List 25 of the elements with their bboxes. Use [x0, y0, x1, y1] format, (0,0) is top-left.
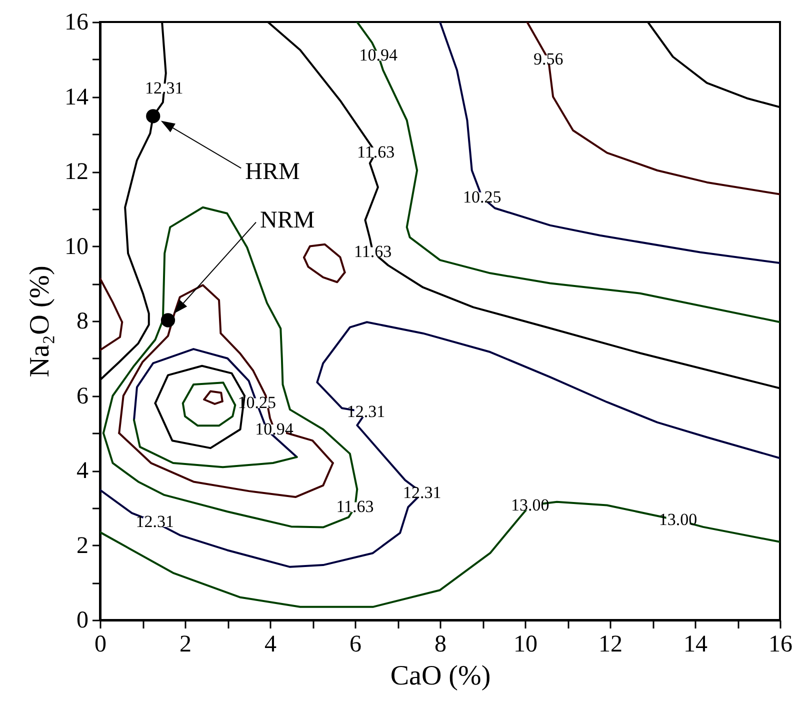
y-tick-label: 2 [76, 532, 88, 559]
y-tick-label: 6 [76, 383, 88, 410]
y-tick-label: 16 [64, 10, 88, 36]
x-tick-label: 4 [264, 632, 276, 658]
annotation: 12.31 [403, 482, 442, 502]
x-tick-label: 12 [598, 632, 622, 658]
text: NRM [260, 207, 315, 234]
x-tick-label: 8 [434, 632, 446, 658]
y-tick-label: 12 [64, 159, 88, 185]
text: HRM [245, 159, 300, 186]
y-tick-label: 8 [76, 308, 88, 334]
x-tick-label: 16 [768, 632, 792, 658]
annotation: 12.31 [346, 402, 386, 422]
x-axis-title: CaO (%) [390, 660, 491, 692]
x-tick-label: 10 [514, 632, 538, 658]
y-axis-title: Na₂O (%) [24, 266, 56, 378]
x-tick-label: 6 [350, 632, 362, 658]
y-tick-label: 4 [76, 458, 88, 484]
annotation: 12.31 [136, 512, 174, 532]
x-tick-label: 0 [94, 632, 106, 658]
x-tick-label: 14 [684, 632, 708, 658]
y-tick-label: 14 [64, 84, 88, 110]
y-tick-label: 10 [64, 234, 88, 260]
y-tick-label: 0 [76, 608, 88, 634]
x-tick-label: 2 [180, 632, 192, 658]
